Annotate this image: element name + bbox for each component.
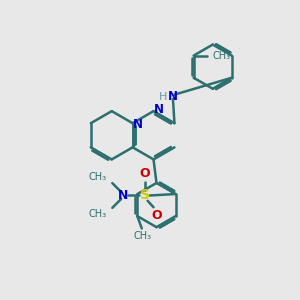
Text: N: N [118,189,129,202]
Text: CH₃: CH₃ [89,172,107,182]
Text: CH₃: CH₃ [89,209,107,219]
Text: O: O [151,209,162,222]
Text: CH₃: CH₃ [212,51,230,61]
Text: N: N [168,90,178,103]
Text: N: N [154,103,164,116]
Text: O: O [140,167,150,180]
Text: N: N [133,118,143,131]
Text: S: S [140,188,150,203]
Text: H: H [158,92,167,102]
Text: CH₃: CH₃ [133,231,152,241]
